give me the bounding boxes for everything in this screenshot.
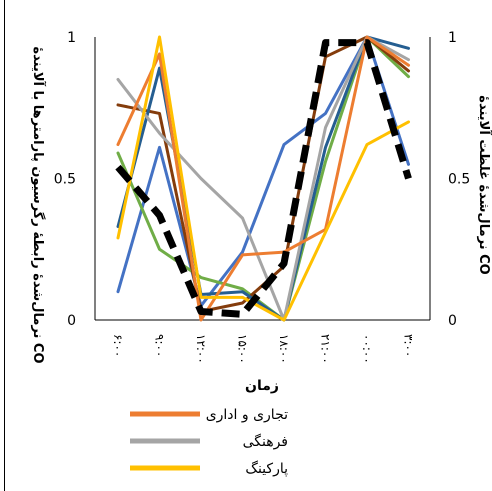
x-tick-label: ۱۲:۰۰ [194, 334, 208, 364]
series-line [116, 35, 410, 322]
y-axis-label-left: نرمال‌شدهٔ رابطهٔ رگرسیون پارامترها با آ… [30, 46, 47, 363]
y-tick-label-right: 1 [448, 30, 457, 46]
x-tick-label: ۱۸:۰۰ [277, 334, 291, 364]
y-tick-label-left: 0 [67, 313, 76, 329]
x-tick-label: ۳:۰۰ [402, 334, 416, 357]
y-tick-label-left: 0.5 [54, 172, 76, 188]
y-tick-label-right: 0.5 [448, 172, 470, 188]
frame-left-border [4, 0, 5, 491]
y-axis-label-right: نرمال‌شدهٔ غلظت آلایندهٔ CO [476, 95, 492, 274]
series-line-dashed [115, 39, 412, 318]
x-tick-label: ۱۵:۰۰ [236, 334, 250, 364]
x-tick-label: ۹:۰۰ [153, 334, 167, 357]
series-line [116, 35, 410, 322]
series-line [116, 35, 410, 322]
legend-label: تجاری و اداری [206, 407, 288, 423]
x-axis-label: زمان [245, 378, 279, 394]
legend-label: فرهنگی [243, 433, 288, 450]
x-tick-label: ۰۰:۰۰ [360, 334, 374, 364]
y-tick-label-right: 0 [448, 313, 457, 329]
legend: تجاری و اداری فرهنگی پارکینگ [130, 407, 288, 477]
legend-label: پارکینگ [245, 460, 288, 477]
series-line [116, 35, 410, 322]
y-tick-label-left: 1 [67, 30, 76, 46]
x-tick-label: ۲۱:۰۰ [319, 334, 333, 364]
x-tick-label: ۶:۰۰ [111, 334, 125, 357]
